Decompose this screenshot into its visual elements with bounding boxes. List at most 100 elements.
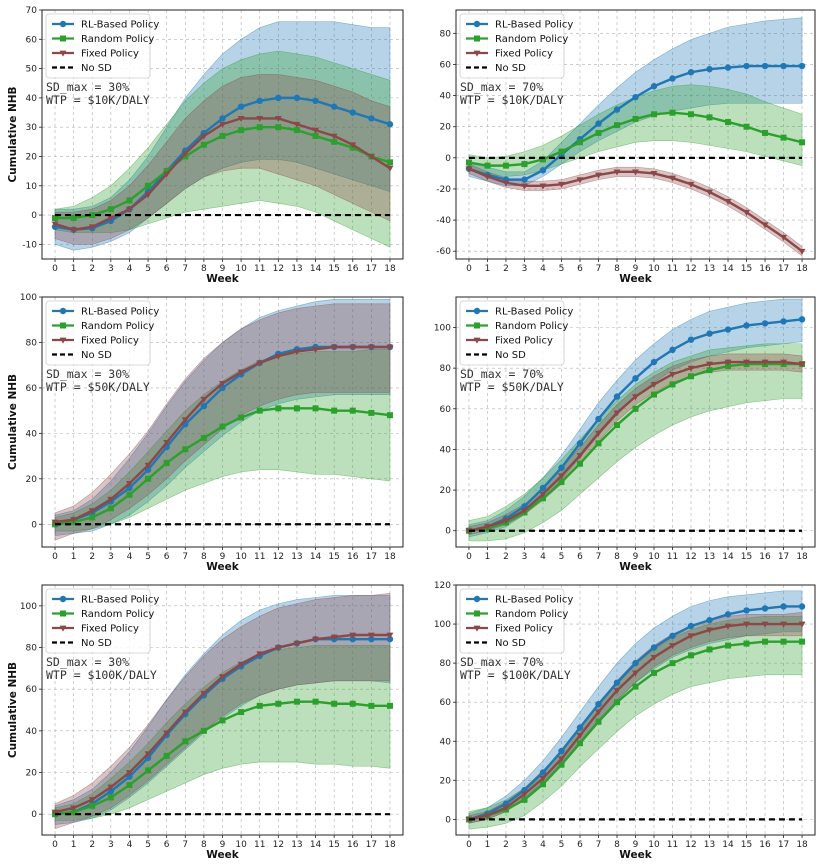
band-fixed	[54, 303, 391, 541]
point-fixed	[650, 171, 658, 178]
x-tick-label: 2	[503, 264, 509, 274]
point-fixed	[293, 121, 301, 128]
x-tick-label: 12	[685, 264, 696, 274]
y-tick-label: 70	[26, 6, 38, 16]
band-fixed	[54, 592, 391, 830]
point-fixed	[181, 151, 189, 158]
legend-label-rl: RL-Based Policy	[495, 595, 573, 606]
point-fixed	[367, 632, 375, 639]
point-fixed	[237, 369, 245, 376]
point-fixed	[576, 453, 584, 460]
point-fixed	[237, 115, 245, 122]
x-tick-label: 11	[254, 552, 265, 562]
x-axis-label: Week	[619, 561, 652, 573]
x-tick-label: 8	[614, 552, 620, 562]
point-fixed	[181, 417, 189, 424]
y-tick-label: 40	[26, 94, 38, 104]
x-tick-label: 15	[741, 264, 752, 274]
point-fixed	[502, 180, 510, 187]
legend-label-random: Random Policy	[81, 34, 154, 45]
point-random	[238, 127, 245, 134]
point-rl	[613, 679, 621, 686]
y-tick-label: -20	[436, 185, 451, 195]
x-tick-label: 4	[127, 552, 133, 562]
point-random	[256, 124, 263, 131]
point-random	[386, 702, 393, 709]
y-tick-label: 80	[26, 338, 38, 348]
x-tick-label: 1	[485, 552, 491, 562]
point-fixed	[724, 359, 732, 366]
point-fixed	[126, 770, 133, 777]
point-rl	[687, 622, 695, 630]
plot-content	[465, 590, 806, 830]
point-fixed	[761, 621, 769, 628]
point-random	[651, 111, 658, 118]
y-axis-label: Cumulative NHB	[7, 86, 19, 182]
legend-box	[459, 13, 565, 79]
x-tick-label: 9	[220, 552, 226, 562]
x-tick-label: 8	[614, 264, 620, 274]
x-tick-label: 13	[291, 264, 302, 274]
y-tick-label: 0	[31, 810, 37, 820]
point-fixed	[330, 133, 338, 140]
x-tick-label: 14	[310, 840, 322, 850]
annotation-wtp: WTP = $50K/DALY	[46, 380, 150, 394]
x-tick-label: 4	[127, 264, 133, 274]
x-tick-label: 18	[384, 264, 396, 274]
legend-label-nosd: No SD	[495, 63, 526, 74]
x-tick-label: 2	[89, 552, 95, 562]
y-tick-label: 100	[20, 602, 37, 612]
point-random	[558, 761, 565, 768]
legend-box	[459, 588, 565, 654]
point-fixed	[613, 169, 621, 176]
x-tick-label: 1	[71, 840, 77, 850]
point-fixed	[330, 634, 338, 641]
x-tick-label: 10	[648, 840, 660, 850]
point-random	[576, 139, 583, 146]
point-fixed	[558, 181, 565, 188]
point-fixed	[798, 621, 806, 628]
point-fixed	[237, 661, 245, 668]
point-random	[275, 700, 282, 707]
point-rl	[293, 94, 301, 102]
y-tick-label: 60	[26, 35, 38, 45]
x-tick-label: 15	[741, 552, 752, 562]
point-fixed	[743, 359, 750, 366]
x-tick-label: 5	[559, 264, 565, 274]
point-rl	[687, 336, 695, 343]
x-tick-label: 14	[310, 264, 322, 274]
point-random	[145, 767, 152, 774]
legend-marker-rl	[473, 20, 481, 28]
point-random	[163, 752, 170, 759]
point-fixed	[539, 491, 547, 498]
point-fixed	[798, 361, 806, 368]
point-random	[331, 138, 338, 145]
point-fixed	[613, 688, 621, 695]
point-random	[669, 109, 676, 116]
point-random	[331, 407, 338, 414]
x-tick-label: 11	[254, 264, 265, 274]
point-fixed	[312, 636, 319, 643]
point-rl	[743, 607, 750, 614]
point-fixed	[107, 784, 115, 791]
annotation-sdmax: SD_max = 30%	[46, 367, 129, 381]
point-random	[182, 738, 189, 745]
legend-label-nosd: No SD	[81, 638, 112, 649]
point-random	[293, 127, 300, 134]
legend-marker-random	[60, 322, 66, 329]
point-fixed	[669, 371, 676, 378]
legend-marker-fixed	[473, 337, 481, 344]
legend: RL-Based Policy Random Policy Fixed Policy…	[459, 588, 573, 654]
x-tick-label: 18	[796, 264, 808, 274]
point-fixed	[743, 209, 750, 216]
point-rl	[650, 644, 658, 651]
point-fixed	[367, 344, 375, 351]
point-random	[725, 642, 732, 649]
point-fixed	[687, 365, 695, 372]
point-fixed	[274, 353, 282, 360]
legend-label-rl: RL-Based Policy	[495, 20, 573, 31]
x-axis-label: Week	[206, 561, 239, 573]
y-tick-label: 100	[434, 323, 451, 333]
